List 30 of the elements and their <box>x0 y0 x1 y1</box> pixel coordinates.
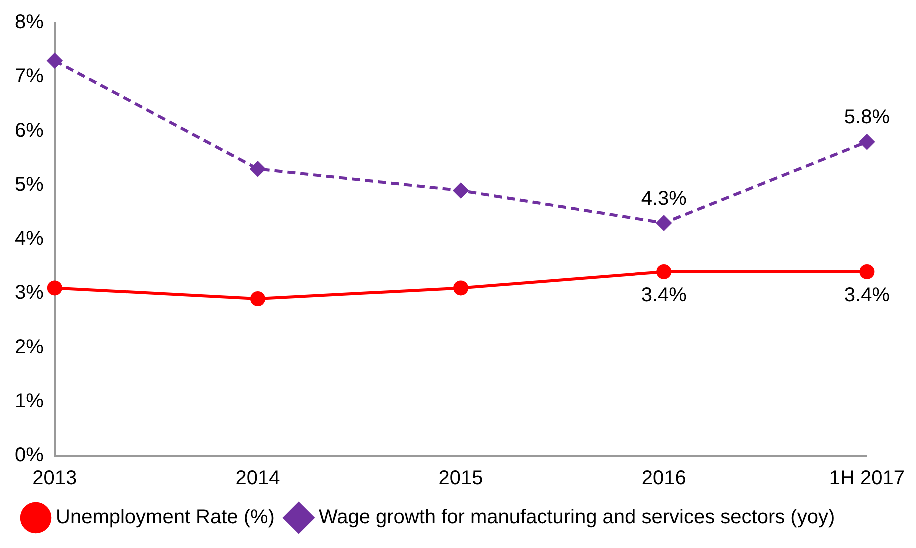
x-tick-label: 1H 2017 <box>829 468 906 490</box>
point <box>656 216 672 231</box>
y-tick-label: 7% <box>15 66 44 88</box>
x-tick-label: 2016 <box>642 468 686 490</box>
x-tick-label: 2015 <box>438 468 484 490</box>
y-tick-label: 4% <box>15 228 44 250</box>
y-tick-label: 0% <box>15 444 44 467</box>
point <box>250 292 266 307</box>
y-tick-label: 6% <box>15 120 44 142</box>
data-label: 5.8% <box>844 106 890 129</box>
data-label: 3.4% <box>844 284 890 306</box>
point <box>656 264 672 280</box>
data-label: 4.3% <box>641 188 688 210</box>
legend-label: Unemployment Rate (%) <box>56 506 275 529</box>
legend-label: Wage growth for manufacturing and services sectors (yoy) <box>318 506 836 529</box>
point <box>860 134 875 150</box>
y-tick-label: 1% <box>15 390 44 412</box>
y-tick-label: 3% <box>15 282 44 304</box>
point <box>860 264 875 280</box>
y-tick-label: 8% <box>15 12 44 34</box>
point <box>47 53 62 68</box>
x-tick-label: 2013 <box>32 468 78 490</box>
point <box>454 183 469 198</box>
point <box>454 280 469 296</box>
x-tick-label: 2014 <box>236 468 280 490</box>
y-tick-label: 2% <box>15 336 44 358</box>
y-tick-label: 5% <box>15 174 44 196</box>
point <box>47 280 62 296</box>
data-label: 3.4% <box>641 284 688 306</box>
point <box>250 162 266 177</box>
